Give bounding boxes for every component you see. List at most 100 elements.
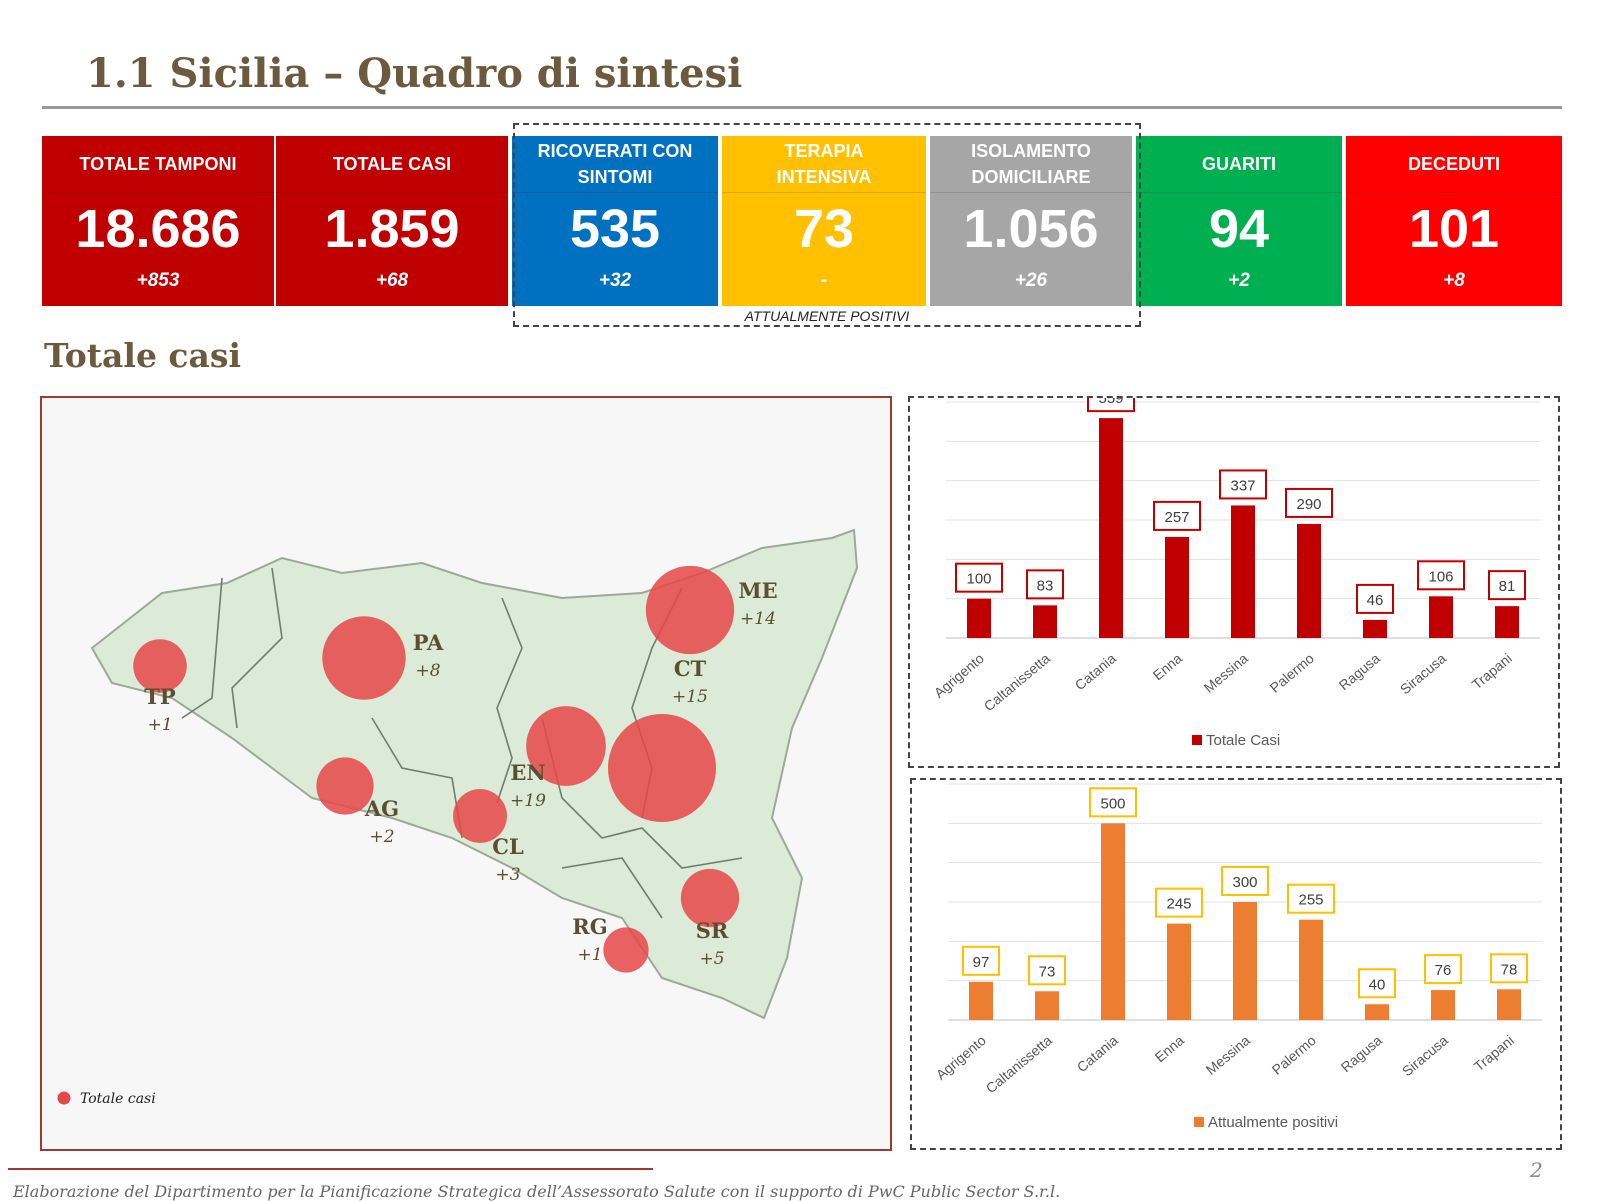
x-tick-label: Ragusa	[1338, 1032, 1385, 1075]
kpi-tile: TOTALE TAMPONI 18.686 +853	[42, 136, 274, 306]
bar	[1365, 1004, 1389, 1020]
kpi-value: 101	[1408, 199, 1500, 259]
x-tick-label: Siracusa	[1397, 650, 1449, 697]
kpi-label: TOTALE TAMPONI	[42, 136, 274, 193]
data-label-box	[1356, 583, 1394, 614]
map-labels: TP +1 PA +8 ME +14 CT +15 EN +19 AG +2 CL +3 RG +1 SR +5	[144, 578, 777, 969]
kpi-tile: TERAPIA INTENSIVA 73 -	[722, 136, 926, 306]
x-tick-label: Messina	[1203, 1032, 1253, 1078]
province-code: TP	[144, 684, 176, 709]
province-code: CL	[492, 834, 524, 859]
bar	[1431, 990, 1455, 1020]
footer-credit: Elaborazione del Dipartimento per la Pia…	[13, 1182, 1061, 1201]
bar	[1497, 989, 1521, 1020]
data-label-box	[1221, 866, 1269, 896]
x-tick-label: Catania	[1072, 650, 1119, 693]
bar	[1495, 606, 1519, 638]
kpi-label: TERAPIA INTENSIVA	[722, 136, 926, 193]
province-code: EN	[510, 760, 545, 785]
border-pa-en	[496, 597, 523, 804]
data-label-box	[1153, 500, 1201, 531]
bar	[1299, 919, 1323, 1020]
data-label: 81	[1499, 578, 1516, 595]
kpi-label: ISOLAMENTO DOMICILIARE	[930, 136, 1132, 193]
province-delta: +3	[495, 865, 520, 885]
kpi-tile: TOTALE CASI 1.859 +68	[276, 136, 508, 306]
map-legend-dot	[57, 1091, 71, 1105]
sicily-island-shape	[90, 528, 859, 1020]
kpi-delta: +2	[1228, 270, 1250, 291]
province-map: TP +1 PA +8 ME +14 CT +15 EN +19 AG +2 CL +3 RG +1 SR +5 …	[40, 396, 892, 1151]
bar	[1099, 418, 1123, 638]
kpi-delta: +32	[598, 270, 632, 291]
data-label: 78	[1501, 961, 1518, 978]
chart-totale-casi-box: 100 Agrigento 83 Caltanissetta 559 Catania 257…	[908, 382, 1560, 768]
kpi-delta: +68	[375, 270, 409, 291]
chart-totale-casi: 100 Agrigento 83 Caltanissetta 559 Catania 257…	[931, 382, 1540, 749]
legend-swatch	[1194, 1117, 1204, 1127]
data-label: 245	[1166, 896, 1191, 913]
data-label-box	[1285, 487, 1333, 518]
data-label-box	[1490, 953, 1528, 984]
kpi-label: DECEDUTI	[1346, 136, 1562, 193]
border-rg-sr	[561, 857, 663, 919]
kpi-tile: DECEDUTI 101 +8	[1346, 136, 1562, 306]
province-delta: +14	[740, 609, 776, 629]
chart-attualmente-positivi: 97 Agrigento 73 Caltanissetta 500 Catania 245 E…	[933, 783, 1542, 1131]
data-label-box	[1089, 787, 1137, 818]
legend-label: Totale Casi	[1206, 732, 1280, 749]
x-tick-label: Palermo	[1267, 650, 1317, 696]
province-bubble-ag	[316, 757, 374, 815]
bar	[1101, 823, 1125, 1020]
bar	[967, 598, 991, 638]
province-bubble-sr	[680, 868, 740, 928]
data-label-box	[962, 945, 1000, 976]
bar	[1165, 536, 1189, 638]
x-tick-label: Agrigento	[931, 650, 987, 701]
data-label-box	[1424, 954, 1462, 985]
province-delta: +15	[672, 687, 708, 707]
province-code: CT	[674, 656, 707, 681]
province-bubble-rg	[603, 927, 649, 973]
data-label: 559	[1098, 398, 1123, 407]
data-label-box	[1219, 469, 1267, 500]
bar	[1167, 923, 1191, 1020]
province-bubble-ct	[608, 714, 716, 822]
kpi-tile: GUARITI 94 +2	[1136, 136, 1342, 306]
x-tick-label: Catania	[1074, 1032, 1121, 1075]
province-delta: +5	[699, 949, 724, 969]
province-bubble-me	[645, 565, 735, 655]
province-code: AG	[364, 796, 399, 821]
x-tick-label: Caltanissetta	[983, 1032, 1055, 1096]
bar	[1429, 596, 1453, 638]
province-delta: +1	[147, 715, 172, 735]
province-code: PA	[413, 630, 444, 655]
kpi-row: TOTALE TAMPONI 18.686 +853 TOTALE CASI 1.859…	[42, 136, 1562, 306]
kpi-tile: ISOLAMENTO DOMICILIARE 1.056 +26	[930, 136, 1132, 306]
data-label-box	[1026, 569, 1064, 600]
kpi-value: 535	[569, 199, 661, 259]
data-label: 257	[1164, 509, 1189, 526]
province-bubble-cl	[453, 789, 507, 843]
kpi-delta: -	[820, 270, 828, 291]
kpi-delta: +26	[1014, 270, 1048, 291]
data-label: 290	[1296, 496, 1321, 513]
data-label-box	[1417, 560, 1465, 591]
data-label: 40	[1369, 976, 1386, 993]
province-delta: +1	[577, 945, 602, 965]
border-pa-ag	[231, 567, 283, 729]
data-label: 73	[1039, 963, 1056, 980]
data-label: 337	[1230, 477, 1255, 494]
bar	[1035, 991, 1059, 1020]
province-bubble-pa	[322, 616, 406, 700]
x-tick-label: Ragusa	[1336, 650, 1383, 693]
page-number: 2	[1530, 1158, 1543, 1182]
chart-attualmente-positivi-box: 97 Agrigento 73 Caltanissetta 500 Catania 245 E…	[910, 778, 1562, 1150]
map-legend-label: Totale casi	[80, 1091, 156, 1107]
bar	[969, 981, 993, 1020]
data-label-box	[1358, 968, 1396, 999]
x-tick-label: Siracusa	[1399, 1032, 1451, 1079]
page-title: 1.1 Sicilia – Quadro di sintesi	[86, 50, 743, 97]
bar	[1363, 619, 1387, 638]
data-label: 100	[966, 571, 991, 588]
